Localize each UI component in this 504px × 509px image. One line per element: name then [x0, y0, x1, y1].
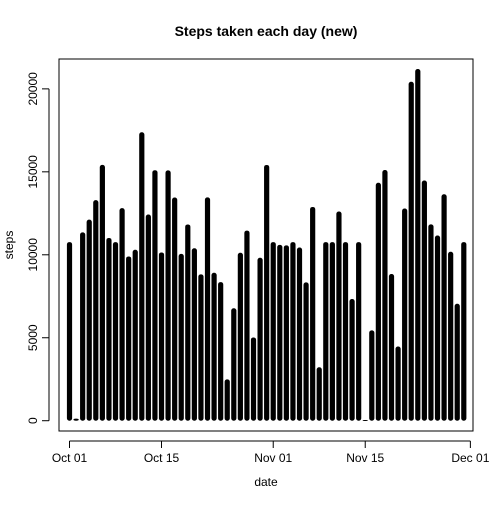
y-tick-label: 15000 — [26, 155, 40, 189]
bar-2012-11-11 — [336, 211, 342, 421]
bar-2012-11-09 — [323, 242, 329, 421]
x-tick-label: Dec 01 — [451, 451, 489, 465]
bar-2012-10-15 — [158, 252, 165, 421]
y-tick-label: 20000 — [26, 72, 40, 106]
bar-2012-11-10 — [329, 242, 335, 421]
bar-2012-10-11 — [132, 249, 138, 421]
bar-2012-10-10 — [126, 256, 132, 421]
bar-2012-11-04 — [290, 242, 296, 421]
chart-title: Steps taken each day (new) — [175, 23, 358, 39]
x-axis-label: date — [254, 475, 278, 489]
bar-2012-11-02 — [277, 244, 283, 421]
bar-2012-10-19 — [185, 224, 191, 421]
bar-2012-10-08 — [112, 242, 119, 421]
x-axis: Oct 01 Oct 15 Nov 01 Nov 15 Dec 01 — [52, 440, 490, 465]
bar-2012-10-02 — [73, 418, 79, 421]
bar-2012-10-28 — [244, 230, 250, 421]
bar-2012-10-25 — [224, 379, 230, 421]
bar-2012-10-21 — [198, 274, 204, 421]
bar-2012-10-20 — [191, 248, 197, 421]
bar-2012-10-27 — [237, 252, 243, 421]
bar-2012-11-22 — [408, 81, 414, 421]
bar-2012-10-12 — [139, 132, 145, 421]
bar-2012-10-04 — [86, 219, 92, 421]
x-tick-label: Oct 15 — [144, 451, 180, 465]
plot-box — [58, 58, 474, 432]
bar-2012-10-30 — [257, 257, 263, 421]
bar-2012-10-03 — [80, 232, 86, 421]
y-tick-label: 0 — [26, 417, 40, 424]
bar-2012-11-15 — [362, 420, 368, 422]
bar-2012-11-01 — [270, 242, 276, 421]
bar-2012-11-05 — [296, 247, 303, 421]
bar-2012-11-29 — [454, 303, 460, 421]
bar-2012-11-23 — [415, 69, 421, 421]
x-tick-label: Oct 01 — [52, 451, 88, 465]
bar-2012-11-21 — [402, 208, 408, 421]
bar-2012-10-16 — [165, 170, 171, 421]
bar-2012-11-28 — [448, 251, 454, 421]
bar-2012-11-24 — [421, 180, 427, 421]
bar-2012-11-14 — [356, 242, 362, 421]
bar-2012-11-18 — [382, 170, 388, 421]
bar-2012-11-03 — [283, 245, 289, 421]
bar-2012-11-27 — [441, 194, 447, 421]
bar-2012-11-06 — [303, 282, 309, 421]
bar-2012-10-07 — [106, 237, 112, 421]
bar-2012-11-08 — [316, 367, 322, 421]
bar-2012-10-29 — [250, 337, 257, 421]
bar-2012-11-25 — [428, 224, 434, 421]
bar-2012-10-06 — [99, 164, 105, 421]
bar-2012-10-24 — [218, 282, 224, 421]
bar-2012-11-07 — [310, 206, 316, 421]
bar-2012-11-16 — [369, 330, 375, 421]
x-tick-label: Nov 15 — [346, 451, 384, 465]
bar-2012-11-30 — [461, 242, 467, 421]
bar-2012-10-26 — [231, 308, 237, 421]
bar-2012-10-13 — [145, 214, 151, 421]
bar-2012-11-26 — [434, 235, 441, 421]
bar-2012-10-18 — [178, 253, 184, 421]
bar-2012-11-12 — [342, 242, 349, 421]
bar-2012-11-20 — [395, 346, 401, 421]
y-axis: 0 5000 10000 15000 20000 — [26, 72, 50, 424]
x-tick-label: Nov 01 — [254, 451, 292, 465]
bar-2012-10-09 — [119, 208, 125, 421]
bar-2012-10-05 — [93, 200, 99, 421]
bar-2012-10-22 — [204, 197, 211, 421]
bar-2012-10-14 — [152, 170, 158, 421]
bar-2012-11-17 — [375, 182, 381, 421]
bars-layer — [66, 69, 467, 422]
bar-2012-10-23 — [211, 272, 217, 421]
bar-2012-11-19 — [388, 274, 395, 421]
y-tick-label: 5000 — [26, 324, 40, 351]
bar-2012-10-17 — [172, 197, 178, 421]
bar-2012-11-13 — [349, 298, 355, 421]
bar-2012-10-01 — [66, 242, 73, 421]
bar-2012-10-31 — [264, 164, 270, 421]
y-axis-label: steps — [2, 231, 16, 260]
y-tick-label: 10000 — [26, 238, 40, 272]
